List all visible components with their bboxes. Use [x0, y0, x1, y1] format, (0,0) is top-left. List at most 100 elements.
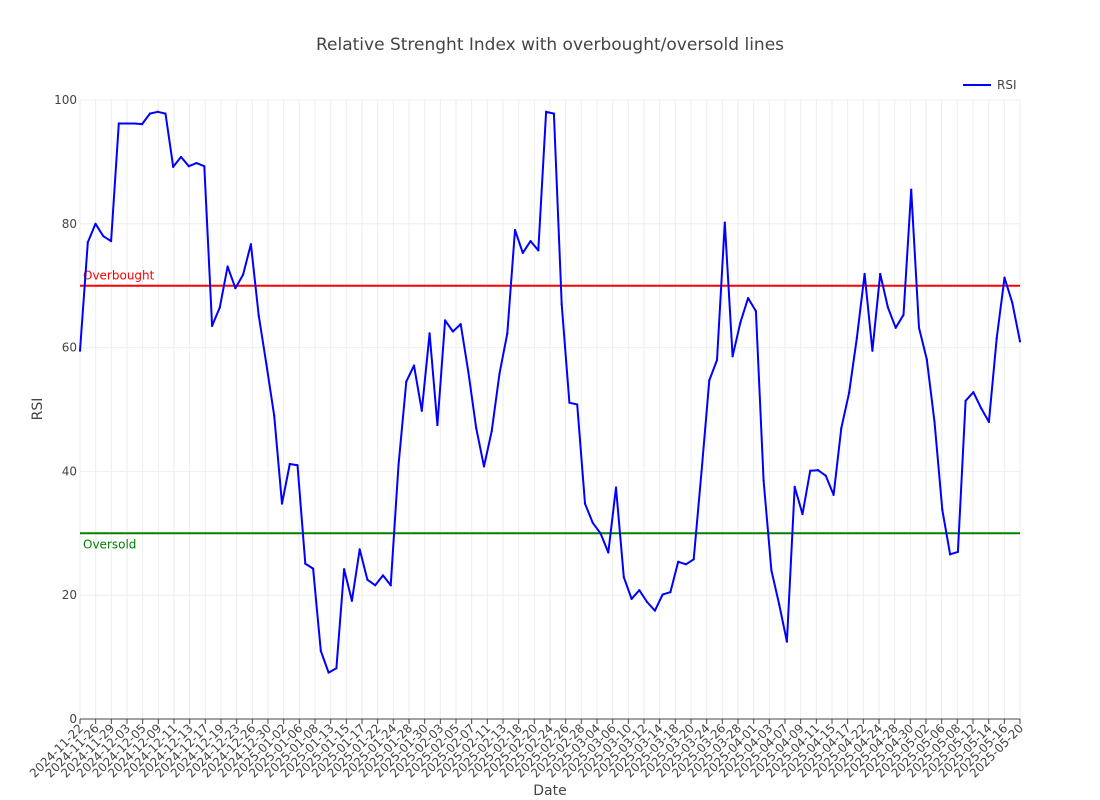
rsi-point [809, 469, 812, 472]
rsi-point [715, 358, 719, 362]
rsi-point [910, 188, 913, 191]
rsi-point [444, 319, 447, 322]
rsi-point [917, 326, 921, 329]
rsi-point [482, 465, 486, 468]
rsi-point [778, 603, 781, 606]
rsi-point [576, 403, 579, 406]
rsi-point [855, 336, 858, 339]
rsi-point [847, 391, 851, 394]
rsi-point [879, 272, 882, 276]
rsi-point [677, 560, 680, 563]
rsi-point [941, 508, 944, 511]
rsi-point [1011, 301, 1014, 304]
rsi-point [824, 474, 827, 477]
rsi-point [141, 123, 144, 126]
rsi-point [78, 349, 82, 352]
rsi-point [754, 309, 757, 313]
rsi-point [925, 358, 928, 361]
rsi-point [987, 420, 991, 423]
rsi-point [653, 609, 656, 612]
rsi-point [793, 485, 796, 488]
rsi-point [86, 241, 89, 244]
rsi-point [210, 324, 214, 328]
rsi-point [552, 112, 555, 115]
rsi-point [646, 600, 649, 604]
rsi-point [389, 584, 392, 587]
rsi-point [428, 332, 431, 335]
rsi-point [746, 296, 750, 300]
rsi-point [723, 221, 726, 224]
rsi-point [948, 553, 952, 556]
rsi-point [172, 165, 175, 168]
rsi-point [412, 364, 416, 367]
rsi-point [218, 306, 221, 309]
rsi-point [607, 551, 610, 554]
rsi-point [242, 273, 245, 276]
rsi-point [350, 599, 354, 602]
rsi-point [490, 430, 493, 433]
rsi-point [980, 407, 983, 410]
rsi-point [117, 122, 120, 125]
rsi-point [234, 287, 237, 290]
rsi-point [568, 401, 571, 404]
rsi-point [420, 409, 423, 412]
rsi-point [638, 589, 641, 592]
rsi-point [816, 469, 820, 472]
rsi-point [459, 322, 462, 326]
rsi-point [956, 550, 959, 553]
rsi-point [669, 591, 672, 594]
y-axis-title: RSI [30, 398, 46, 421]
rsi-point [109, 240, 113, 243]
rsi-point [506, 332, 509, 335]
rsi-point [405, 380, 408, 383]
y-tick-label: 20 [62, 588, 77, 602]
rsi-point [451, 330, 454, 333]
rsi-point [762, 479, 765, 482]
series-layer [78, 110, 1022, 674]
rsi-point [692, 558, 695, 561]
rsi-point [327, 671, 330, 674]
rsi-point [770, 569, 773, 572]
rsi-point [708, 379, 711, 382]
rsi-point [560, 303, 563, 306]
y-tick-label: 100 [54, 93, 77, 107]
rsi-point [731, 355, 734, 358]
rsi-point [591, 521, 594, 524]
axes: 0204060801002024-11-222024-11-262024-11-… [27, 93, 1026, 780]
legend-label-rsi: RSI [997, 78, 1017, 92]
reference-label-oversold: Oversold [83, 537, 136, 551]
rsi-point [832, 493, 835, 497]
rsi-point [933, 420, 936, 423]
rsi-point [249, 243, 253, 246]
rsi-point [257, 314, 260, 317]
rsi-point [622, 576, 625, 579]
rsi-point [296, 464, 299, 467]
rsi-point [894, 326, 897, 329]
y-tick-label: 40 [62, 464, 77, 478]
rsi-point [102, 235, 105, 238]
rsi-point [498, 372, 501, 375]
rsi-point [700, 470, 703, 474]
rsi-point [125, 122, 128, 125]
rsi-point [280, 502, 284, 505]
grid [79, 99, 1021, 719]
rsi-point [467, 371, 470, 374]
rsi-point [599, 532, 602, 535]
rsi-point [995, 337, 998, 340]
rsi-point [335, 667, 338, 670]
rsi-point [529, 240, 532, 243]
rsi-point [661, 593, 664, 596]
x-axis-title: Date [533, 783, 566, 799]
rsi-series-line [79, 110, 1021, 674]
rsi-point [311, 567, 315, 570]
rsi-point [179, 155, 183, 159]
y-tick-label: 60 [62, 341, 77, 355]
rsi-point [226, 265, 229, 268]
rsi-point [187, 165, 190, 168]
rsi-point [475, 426, 478, 430]
rsi-point [545, 110, 548, 113]
legend[interactable]: RSI [963, 78, 1017, 92]
rsi-point [739, 321, 742, 324]
rsi-point [288, 462, 291, 466]
